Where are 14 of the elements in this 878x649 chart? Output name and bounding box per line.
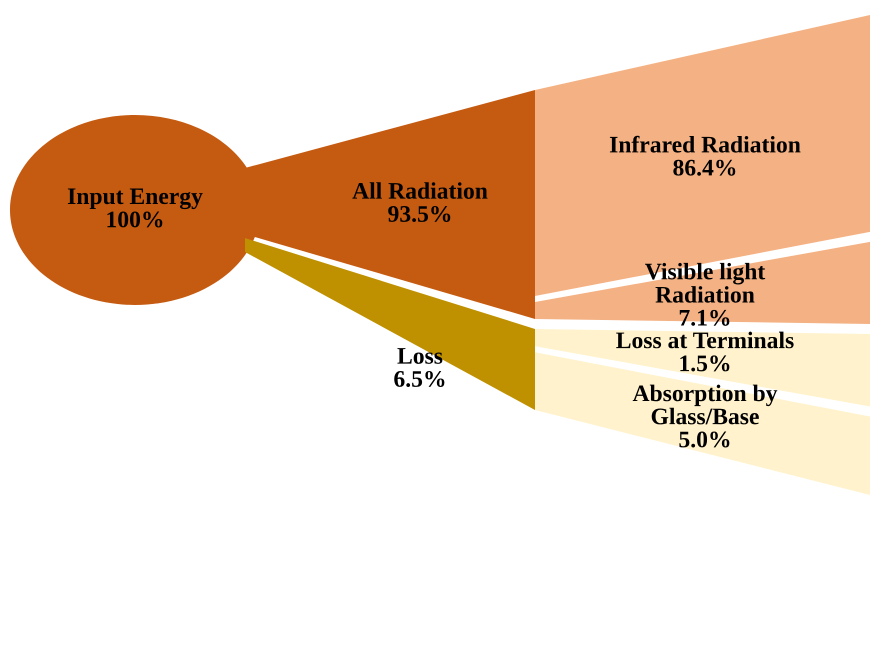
data-label: 100% — [107, 212, 162, 228]
data-label: 5.0% — [679, 432, 730, 448]
data-label: 93.5% — [388, 206, 450, 222]
data-label: 86.4% — [673, 160, 736, 176]
category-label: All Radiation — [352, 182, 488, 199]
category-label: Infrared Radiation — [610, 136, 801, 153]
category-label: Loss — [397, 348, 442, 364]
data-label: 1.5% — [680, 355, 730, 372]
category-label: Visible light Radiation — [645, 262, 766, 303]
category-label: Loss at Terminals — [616, 332, 794, 348]
category-label: Input Energy — [68, 188, 203, 210]
category-label: Absorption by Glass/Base — [632, 384, 778, 424]
data-label: 7.1% — [680, 310, 730, 326]
data-label: 6.5% — [394, 370, 444, 388]
